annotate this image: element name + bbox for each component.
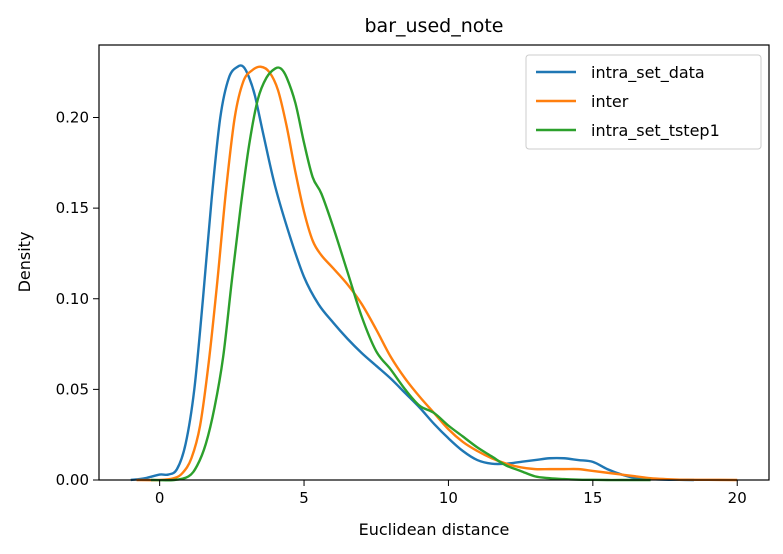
x-axis: 0 5 10 15 20: [155, 480, 747, 507]
y-tick-label: 0.00: [56, 471, 89, 489]
plot-lines: [130, 64, 738, 482]
legend: intra_set_data inter intra_set_tstep1: [525, 54, 762, 150]
axes-frame: [98, 44, 770, 481]
legend-label-intra-set-data: intra_set_data: [591, 63, 705, 83]
y-tick-label: 0.20: [56, 109, 89, 127]
x-tick-label: 15: [583, 489, 602, 507]
chart-title: bar_used_note: [364, 15, 503, 37]
x-tick-label: 0: [155, 489, 165, 507]
x-axis-label: Euclidean distance: [359, 520, 510, 539]
series-line-intra-set-tstep1: [150, 66, 651, 482]
x-tick-label: 20: [728, 489, 747, 507]
x-tick-label: 5: [299, 489, 309, 507]
y-tick-label: 0.10: [56, 290, 89, 308]
y-axis: 0.00 0.05 0.10 0.15 0.20: [56, 109, 99, 489]
series-line-intra-set-data: [130, 64, 694, 482]
x-tick-label: 10: [439, 489, 458, 507]
y-tick-label: 0.05: [56, 380, 89, 398]
legend-label-intra-set-tstep1: intra_set_tstep1: [591, 121, 720, 141]
legend-label-inter: inter: [591, 92, 629, 111]
y-tick-label: 0.15: [56, 199, 89, 217]
legend-box: [525, 54, 762, 150]
series-line-inter: [136, 65, 738, 482]
y-axis-label: Density: [15, 232, 34, 293]
